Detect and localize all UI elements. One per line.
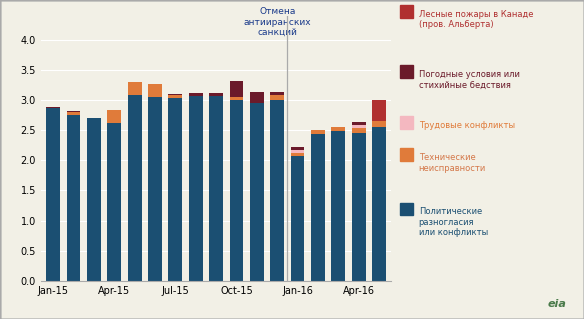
Text: eia: eia — [548, 300, 566, 309]
Bar — [291, 156, 304, 281]
Bar — [270, 93, 284, 95]
Text: Погодные условия или
стихийные бедствия: Погодные условия или стихийные бедствия — [419, 70, 520, 90]
Text: Лесные пожары в Канаде
(пров. Альберта): Лесные пожары в Канаде (пров. Альберта) — [419, 10, 533, 29]
Bar — [372, 121, 386, 127]
Bar — [291, 147, 304, 150]
Bar — [250, 93, 264, 103]
Bar — [291, 153, 304, 156]
Bar — [67, 111, 81, 112]
Bar — [230, 100, 244, 281]
Bar — [148, 97, 162, 281]
Bar — [107, 123, 121, 281]
Bar — [67, 115, 81, 281]
Bar — [331, 131, 345, 281]
Bar — [46, 108, 60, 281]
Bar — [128, 95, 141, 281]
Bar — [67, 112, 81, 115]
Bar — [270, 95, 284, 100]
Bar — [352, 129, 366, 133]
Bar — [189, 96, 203, 281]
Bar — [107, 110, 121, 123]
Bar — [352, 125, 366, 129]
Text: Политические
разногласия
или конфликты: Политические разногласия или конфликты — [419, 207, 488, 237]
Bar — [230, 97, 244, 100]
Bar — [270, 100, 284, 281]
Bar — [372, 100, 386, 121]
Bar — [209, 96, 223, 281]
Bar — [311, 130, 325, 135]
Bar — [372, 127, 386, 281]
Bar — [168, 98, 182, 281]
Text: Отмена
антииранских
санкций: Отмена антииранских санкций — [244, 7, 311, 37]
Bar — [168, 95, 182, 98]
Bar — [230, 81, 244, 97]
Bar — [189, 93, 203, 96]
Bar — [168, 94, 182, 95]
Bar — [352, 133, 366, 281]
Text: Технические
неисправности: Технические неисправности — [419, 153, 486, 173]
Text: Трудовые конфликты: Трудовые конфликты — [419, 121, 515, 130]
Bar — [128, 82, 141, 95]
Bar — [250, 103, 264, 281]
Bar — [209, 93, 223, 96]
Bar — [352, 122, 366, 125]
Bar — [311, 135, 325, 281]
Bar — [46, 107, 60, 108]
Bar — [331, 127, 345, 131]
Bar — [148, 84, 162, 97]
Bar — [291, 150, 304, 153]
Bar — [87, 118, 101, 281]
